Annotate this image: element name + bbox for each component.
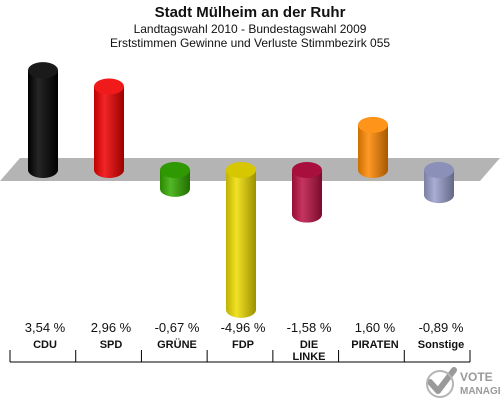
- category-label: SPD: [100, 339, 123, 351]
- category-label: GRÜNE: [157, 338, 197, 351]
- bar-2: [160, 162, 190, 197]
- bar-body: [28, 70, 58, 170]
- category-label: DIE: [300, 339, 318, 351]
- bar-bottom-cap: [358, 162, 388, 178]
- chart-subtitle: Landtagswahl 2010 - Bundestagswahl 2009: [133, 22, 367, 36]
- value-label: -0,89 %: [419, 320, 464, 335]
- bar-top-cap: [28, 62, 58, 79]
- bar-bottom-cap: [94, 162, 124, 178]
- category-label: PIRATEN: [351, 339, 399, 351]
- bar-body: [226, 170, 256, 310]
- bar-top-cap: [424, 162, 454, 178]
- bar-0: [28, 62, 58, 178]
- category-label: LINKE: [293, 351, 326, 363]
- checkmark-icon: [426, 367, 457, 398]
- bar-top-cap: [226, 162, 256, 178]
- value-label: -4,96 %: [221, 320, 266, 335]
- bar-top-cap: [358, 116, 388, 133]
- bar-body: [94, 86, 124, 170]
- logo-line1: VOTE: [460, 370, 493, 384]
- category-label: FDP: [232, 339, 254, 351]
- vote-manager-logo: VOTE MANAGER: [426, 367, 500, 398]
- category-label: CDU: [33, 339, 57, 351]
- chart-description: Erststimmen Gewinne und Verluste Stimmbe…: [109, 36, 391, 50]
- logo-line2: MANAGER: [460, 386, 500, 397]
- value-label: 2,96 %: [91, 320, 132, 335]
- bar-5: [358, 116, 388, 178]
- bar-3: [226, 162, 256, 318]
- bar-4: [292, 162, 322, 223]
- bar-top-cap: [292, 162, 322, 178]
- bar-1: [94, 78, 124, 178]
- value-label: -0,67 %: [155, 320, 200, 335]
- value-label: 1,60 %: [355, 320, 396, 335]
- bar-bottom-cap: [226, 301, 256, 318]
- value-label: -1,58 %: [287, 320, 332, 335]
- bar-bottom-cap: [292, 206, 322, 223]
- bar-bottom-cap: [28, 162, 58, 178]
- bar-6: [424, 162, 454, 204]
- value-label: 3,54 %: [25, 320, 66, 335]
- bar-bottom-cap: [424, 187, 454, 204]
- bar-top-cap: [94, 78, 124, 95]
- bar-top-cap: [160, 162, 190, 178]
- bar-bottom-cap: [160, 180, 190, 197]
- category-label: Sonstige: [418, 339, 464, 351]
- chart-title: Stadt Mülheim an der Ruhr: [154, 4, 346, 21]
